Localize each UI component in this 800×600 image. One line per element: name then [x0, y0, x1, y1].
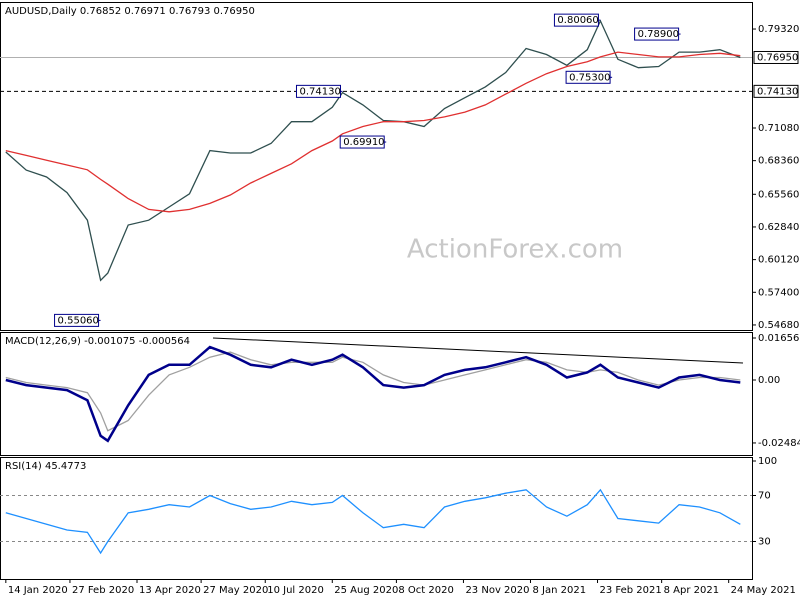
y-tick-label: 0.65560 — [758, 189, 799, 200]
annotation-box — [565, 70, 611, 84]
y-tick-label: 70 — [758, 491, 771, 502]
last-price-box — [753, 50, 799, 64]
annotation-label: 0.74130 — [299, 86, 340, 97]
y-tick-label: 0.71080 — [758, 123, 799, 134]
y-tick-label: 0.00 — [758, 375, 780, 386]
x-tick-label: 23 Nov 2020 — [465, 585, 529, 596]
annotation-box — [634, 27, 680, 41]
x-tick-label: 8 Apr 2021 — [664, 585, 719, 596]
series-line — [5, 345, 741, 443]
y-tick-label: 0.54680 — [758, 320, 799, 331]
panel-frame — [0, 457, 753, 580]
y-tick-label: 0.016567 — [758, 333, 800, 344]
panel-frame — [0, 332, 753, 456]
series-line — [5, 488, 741, 555]
y-tick-label: 0.68360 — [758, 156, 799, 167]
panel-title: RSI(14) 45.4773 — [5, 461, 86, 472]
level-label: 0.74130 — [757, 86, 798, 97]
annotation-box — [339, 135, 385, 149]
last-price-label: 0.76950 — [757, 52, 798, 63]
annotation-label: 0.80060 — [557, 15, 598, 26]
annotation-box — [553, 13, 599, 27]
y-tick-label: 0.62840 — [758, 222, 799, 233]
annotation-box — [54, 313, 100, 327]
x-tick-label: 23 Feb 2021 — [600, 585, 662, 596]
x-tick-label: 14 Jan 2020 — [8, 585, 68, 596]
macd-trendline — [212, 337, 744, 364]
x-tick-label: 8 Oct 2020 — [398, 585, 453, 596]
x-tick-label: 27 May 2020 — [203, 585, 268, 596]
y-tick-label: 100 — [758, 456, 777, 467]
series-line — [5, 19, 741, 282]
annotation-box — [295, 84, 341, 98]
y-tick-label: -0.02484 — [758, 438, 800, 449]
annotation-label: 0.75300 — [569, 72, 610, 83]
x-tick-label: 10 Jul 2020 — [267, 585, 324, 596]
annotation-label: 0.69910 — [343, 137, 384, 148]
y-tick-label: 30 — [758, 537, 771, 548]
x-tick-label: 13 Apr 2020 — [139, 585, 201, 596]
x-tick-label: 8 Jan 2021 — [532, 585, 586, 596]
panel-title: AUDUSD,Daily 0.76852 0.76971 0.76793 0.7… — [5, 6, 255, 17]
x-tick-label: 25 Aug 2020 — [334, 585, 398, 596]
annotation-label: 0.55060 — [58, 315, 99, 326]
y-tick-label: 0.60120 — [758, 255, 799, 266]
y-tick-label: 0.79320 — [758, 24, 799, 35]
x-tick-label: 27 Feb 2020 — [72, 585, 134, 596]
series-line — [5, 51, 741, 213]
annotation-label: 0.78900 — [638, 29, 679, 40]
level-label-box — [753, 84, 799, 98]
panel-title: MACD(12,26,9) -0.001075 -0.000564 — [5, 336, 190, 347]
x-tick-label: 24 May 2021 — [731, 585, 796, 596]
watermark: ActionForex.com — [407, 235, 623, 265]
y-tick-label: 0.57400 — [758, 287, 799, 298]
panel-frame — [0, 2, 753, 331]
